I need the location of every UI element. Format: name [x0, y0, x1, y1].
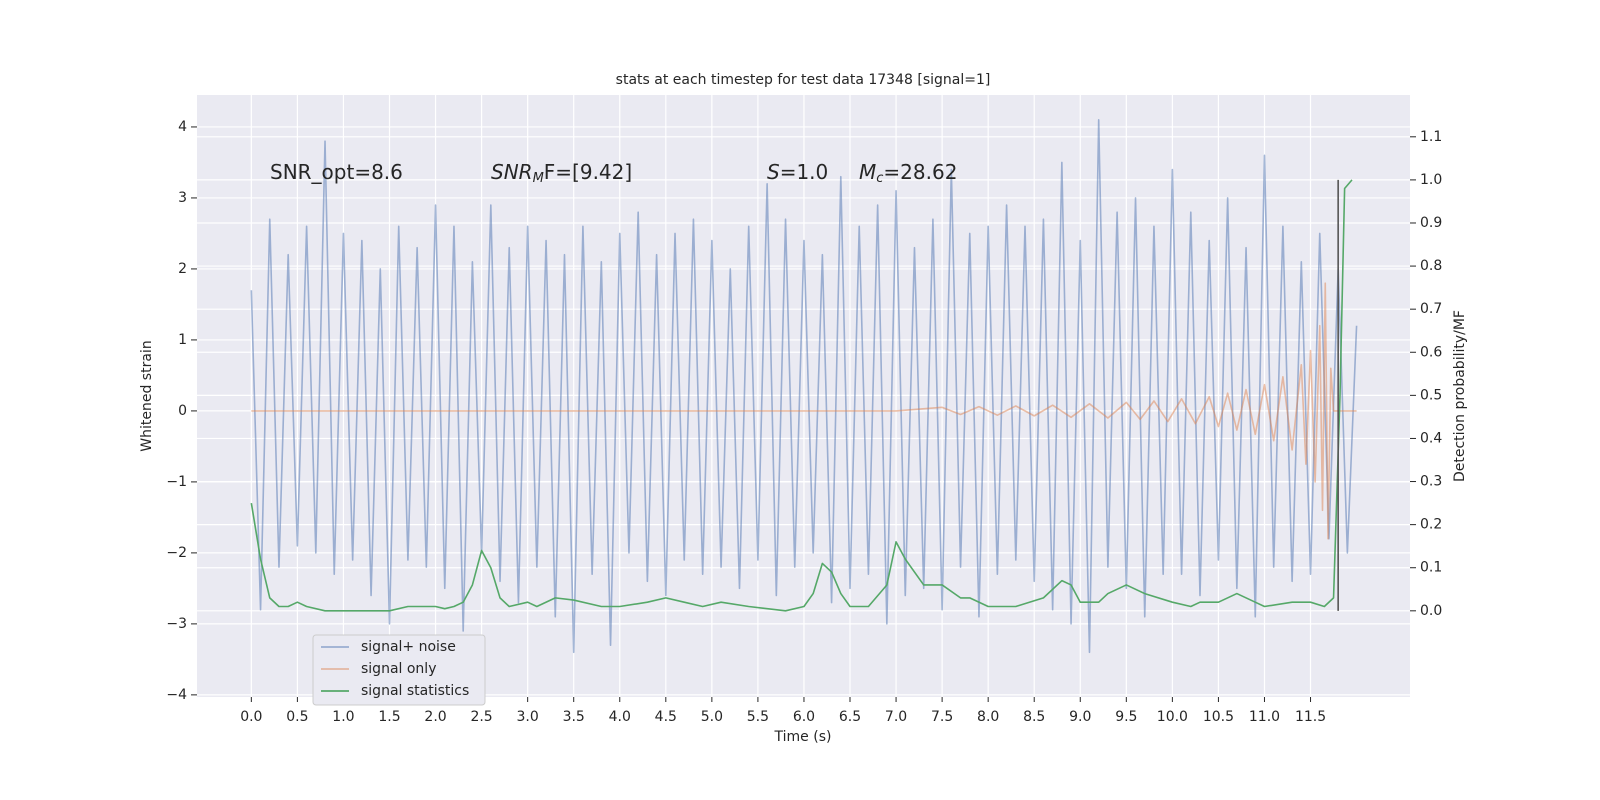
y-tick-label: −2	[166, 545, 187, 561]
annotation-italic: M	[859, 160, 876, 184]
y2-tick-label: 0.3	[1420, 474, 1442, 490]
annotation-text: =1.0	[780, 160, 829, 184]
x-axis-label: Time (s)	[774, 729, 832, 745]
series-line	[251, 282, 1357, 540]
y2-tick-label: 1.0	[1420, 172, 1442, 188]
x-tick-label: 10.5	[1203, 709, 1234, 725]
annotation: Mc=28.62	[859, 160, 957, 186]
x-tick-label: 3.0	[517, 709, 539, 725]
y2-tick-label: 0.0	[1420, 603, 1442, 619]
y2-tick-label: 0.1	[1420, 560, 1442, 576]
y-tick-label: 0	[178, 403, 187, 419]
annotation-text: F=[9.42]	[544, 160, 632, 184]
x-tick-label: 4.5	[655, 709, 677, 725]
x-tick-label: 7.5	[931, 709, 953, 725]
annotation: S=1.0	[767, 160, 828, 184]
annotation-sub: M	[533, 171, 544, 186]
x-tick-label: 11.5	[1295, 709, 1326, 725]
x-tick-label: 3.5	[563, 709, 585, 725]
x-tick-label: 0.0	[240, 709, 262, 725]
x-tick-label: 6.5	[839, 709, 861, 725]
annotation-italic: SNR	[491, 160, 533, 184]
y-tick-label: −3	[166, 616, 187, 632]
y2-tick-label: 0.2	[1420, 517, 1442, 533]
y2-tick-label: 0.7	[1420, 301, 1442, 317]
x-tick-label: 6.0	[793, 709, 815, 725]
x-tick-label: 1.5	[378, 709, 400, 725]
y2-tick-label: 0.5	[1420, 387, 1442, 403]
x-tick-label: 0.5	[286, 709, 308, 725]
annotation: SNRMF=[9.42]	[491, 160, 632, 186]
annotation: SNR_opt=8.6	[270, 160, 403, 184]
x-tick-label: 7.0	[885, 709, 907, 725]
y-tick-label: 4	[178, 119, 187, 135]
y-axis-label: Whitened strain	[139, 340, 155, 451]
x-tick-label: 2.0	[424, 709, 446, 725]
x-tick-label: 8.5	[1023, 709, 1045, 725]
annotation-sub: c	[876, 171, 883, 186]
x-tick-label: 1.0	[332, 709, 354, 725]
x-tick-label: 8.0	[977, 709, 999, 725]
y-tick-label: −4	[166, 687, 187, 703]
y2-tick-label: 0.9	[1420, 215, 1442, 231]
series-line	[250, 119, 1358, 654]
y-tick-label: −1	[166, 474, 187, 490]
x-tick-label: 2.5	[470, 709, 492, 725]
legend-label: signal only	[361, 661, 436, 677]
x-tick-label: 4.0	[609, 709, 631, 725]
chart-title: stats at each timestep for test data 173…	[616, 72, 991, 88]
legend-label: signal+ noise	[361, 639, 456, 655]
y2-axis-label: Detection probability/MF	[1452, 310, 1468, 482]
y-tick-label: 2	[178, 261, 187, 277]
annotation-text: =28.62	[883, 160, 957, 184]
y2-tick-label: 0.8	[1420, 258, 1442, 274]
annotation-italic: S	[767, 160, 780, 184]
y2-tick-label: 0.4	[1420, 430, 1442, 446]
y2-tick-label: 1.1	[1420, 129, 1442, 145]
x-tick-label: 5.0	[701, 709, 723, 725]
y-tick-label: 3	[178, 190, 187, 206]
y-tick-label: 1	[178, 332, 187, 348]
legend-label: signal statistics	[361, 683, 469, 699]
annotation-text: SNR_opt=8.6	[270, 160, 403, 184]
x-tick-label: 9.5	[1115, 709, 1137, 725]
x-tick-label: 11.0	[1249, 709, 1280, 725]
legend-box	[312, 634, 486, 706]
x-tick-label: 5.5	[747, 709, 769, 725]
x-tick-label: 10.0	[1157, 709, 1188, 725]
x-tick-label: 9.0	[1069, 709, 1091, 725]
y2-tick-label: 0.6	[1420, 344, 1442, 360]
series-line	[250, 179, 1353, 612]
